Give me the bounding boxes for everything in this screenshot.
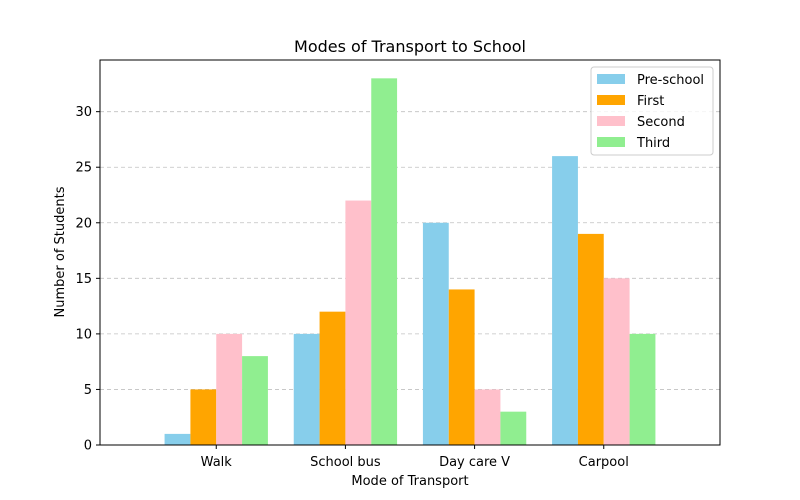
legend-swatch	[597, 137, 625, 147]
x-tick-label: Walk	[201, 455, 233, 470]
bar	[190, 389, 217, 445]
x-tick-label: Carpool	[579, 455, 629, 470]
bar	[164, 433, 191, 445]
bar	[242, 356, 268, 445]
legend-label: Third	[636, 136, 670, 151]
bar	[448, 289, 475, 445]
x-axis-label: Mode of Transport	[351, 474, 468, 489]
legend: Pre-school First Second Third	[590, 66, 714, 156]
y-tick-label: 0	[84, 439, 92, 454]
bar	[474, 389, 501, 445]
x-tick-label: School bus	[310, 455, 381, 470]
y-tick-label: 5	[84, 383, 92, 398]
bar	[319, 311, 346, 445]
legend-swatch	[597, 74, 625, 84]
y-tick-label: 30	[75, 105, 92, 120]
y-axis-ticks: 0 5 10 15 20 25 30	[75, 105, 100, 454]
bar	[603, 278, 630, 445]
bar	[577, 233, 604, 445]
bars	[164, 78, 656, 445]
y-tick-label: 15	[75, 272, 92, 287]
bar	[216, 333, 243, 445]
bar	[293, 333, 320, 445]
y-tick-label: 25	[75, 161, 92, 176]
bar	[345, 200, 372, 445]
bar	[500, 411, 527, 445]
legend-label: First	[637, 94, 664, 109]
x-axis-ticks: Walk School bus Day care V Carpool	[201, 445, 629, 470]
legend-swatch	[597, 95, 625, 105]
x-tick-label: Day care V	[439, 455, 510, 470]
bar	[552, 156, 578, 445]
bar	[422, 222, 449, 445]
chart-title: Modes of Transport to School	[294, 37, 526, 56]
y-tick-label: 20	[75, 216, 92, 231]
legend-swatch	[597, 116, 625, 126]
legend-items: Pre-school First Second Third	[597, 73, 704, 151]
gridlines	[100, 111, 720, 390]
y-axis-label: Number of Students	[53, 186, 68, 317]
bar	[629, 333, 656, 445]
y-tick-label: 10	[75, 327, 92, 342]
legend-label: Pre-school	[637, 73, 704, 88]
bar	[371, 78, 398, 445]
plot-frame	[99, 59, 721, 446]
legend-label: Second	[637, 115, 685, 130]
legend-box	[590, 66, 714, 156]
